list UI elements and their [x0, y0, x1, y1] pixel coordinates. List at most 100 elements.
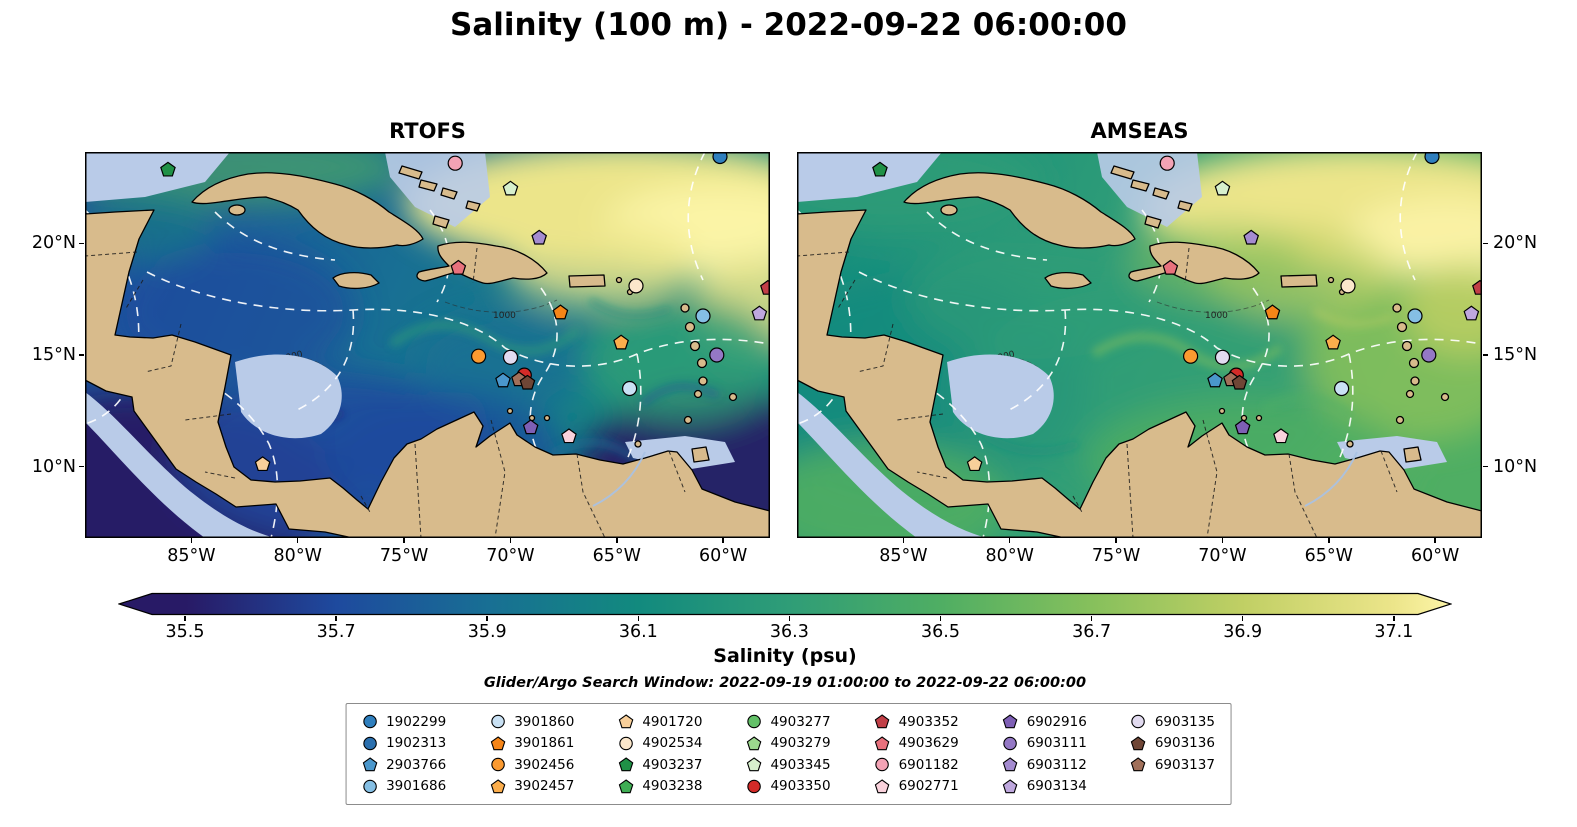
y-tick-label: 20°N — [1493, 233, 1538, 254]
x-axis-tick — [1434, 538, 1436, 543]
legend-label: 3902456 — [514, 756, 575, 773]
float-marker-4901720 — [254, 456, 271, 472]
colorbar-tick — [1090, 616, 1093, 621]
float-marker-6903136 — [1231, 374, 1248, 390]
amseas-map-panel: 1000 1000 — [797, 152, 1482, 538]
colorbar-tick-label: 35.5 — [165, 622, 205, 642]
float-marker-6901182 — [447, 155, 463, 171]
pentagon-marker-icon — [1131, 757, 1146, 772]
legend-entry: 2903766 — [362, 757, 446, 773]
circle-marker-icon — [619, 736, 633, 750]
circle-marker-icon — [747, 779, 761, 793]
float-marker-4903345 — [1214, 180, 1231, 196]
legend-label: 2903766 — [386, 756, 447, 773]
y-axis-tick — [1483, 465, 1488, 468]
x-tick-label: 60°W — [699, 546, 748, 566]
panel-title-amseas: AMSEAS — [1090, 119, 1189, 143]
legend-entry: 4903277 — [746, 713, 831, 730]
float-marker-6903134 — [751, 305, 768, 321]
legend-label: 6902771 — [898, 778, 959, 795]
float-marker-6903135 — [502, 349, 519, 365]
float-marker-1902299 — [1424, 152, 1440, 165]
float-marker-2903766 — [1207, 372, 1223, 388]
legend-label: 6903111 — [1026, 735, 1087, 752]
x-axis-tick — [902, 538, 905, 543]
float-marker-6903111 — [1421, 347, 1437, 363]
x-axis-tick — [616, 538, 618, 543]
legend-entry: 6903136 — [1131, 735, 1215, 751]
circle-marker-icon — [362, 736, 377, 750]
float-marker-4902534 — [628, 278, 644, 294]
y-tick-label: 20°N — [31, 233, 76, 254]
colorbar-tick — [939, 616, 942, 621]
colorbar-tick — [486, 616, 488, 621]
legend-entry: 4903279 — [746, 735, 831, 752]
legend-label: 3902457 — [514, 778, 575, 795]
legend-entry: 3901860 — [490, 714, 574, 730]
float-marker-3901860 — [621, 380, 638, 397]
legend-entry: 6902771 — [874, 778, 959, 795]
pentagon-marker-icon — [746, 736, 762, 750]
svg-text:1000: 1000 — [493, 311, 516, 321]
platform-legend: 1902299 1902313 2903766 3901686 3901860 39018… — [345, 703, 1232, 805]
x-axis-tick — [1008, 538, 1011, 543]
float-markers-layer — [872, 152, 1482, 472]
y-tick-label: 10°N — [1493, 456, 1538, 477]
float-marker-6902916 — [522, 419, 539, 435]
pentagon-marker-icon — [874, 736, 890, 750]
x-tick-label: 70°W — [1198, 546, 1247, 566]
float-marker-4903345 — [502, 180, 519, 196]
legend-entry: 1902299 — [362, 714, 446, 730]
x-tick-label: 60°W — [1411, 546, 1460, 566]
y-axis-tick — [79, 354, 84, 356]
legend-entry: 4903629 — [874, 735, 959, 751]
colorbar-tick-label: 37.1 — [1374, 622, 1414, 642]
legend-label: 4902534 — [642, 735, 703, 752]
legend-entry: 1902313 — [362, 735, 446, 751]
colorbar-tick-label: 35.9 — [467, 622, 507, 642]
circle-marker-icon — [362, 715, 377, 729]
legend-label: 6902916 — [1026, 713, 1087, 730]
y-axis-tick — [79, 465, 84, 468]
pentagon-marker-icon — [618, 757, 634, 772]
y-tick-label: 15°N — [1493, 345, 1538, 366]
x-tick-label: 75°W — [379, 546, 429, 566]
float-marker-6903111 — [709, 347, 725, 363]
figure-title: Salinity (100 m) - 2022-09-22 06:00:00 — [450, 7, 1127, 43]
legend-label: 4903345 — [770, 756, 831, 773]
pentagon-marker-icon — [490, 736, 505, 750]
x-tick-label: 70°W — [486, 546, 535, 566]
pentagon-marker-icon — [1002, 779, 1018, 793]
x-tick-label: 65°W — [592, 546, 641, 566]
float-marker-3901860 — [1333, 380, 1350, 397]
legend-entry: 4903238 — [618, 778, 702, 794]
legend-label: 4903350 — [770, 778, 831, 795]
float-marker-4903352 — [1472, 279, 1482, 295]
legend-entry: 6903135 — [1131, 714, 1215, 730]
float-marker-4903629 — [450, 259, 467, 275]
legend-entry: 3901861 — [490, 735, 574, 751]
circle-marker-icon — [1131, 715, 1146, 729]
legend-label: 4903352 — [898, 713, 959, 730]
float-marker-6902771 — [561, 428, 577, 444]
pentagon-marker-icon — [746, 757, 762, 772]
x-axis-tick — [722, 538, 724, 543]
colorbar-tick-label: 36.9 — [1223, 622, 1263, 642]
panel-title-rtofs: RTOFS — [389, 119, 466, 143]
float-marker-4902534 — [1340, 278, 1356, 294]
float-marker-4903629 — [1162, 259, 1179, 275]
x-axis-tick — [1328, 538, 1330, 543]
legend-label: 3901861 — [514, 735, 575, 752]
legend-label: 4903277 — [770, 713, 831, 730]
float-marker-3902457 — [1325, 334, 1341, 350]
x-tick-label: 85°W — [167, 546, 216, 566]
legend-entry: 6901182 — [875, 757, 959, 773]
colorbar-tick-label: 35.7 — [316, 622, 356, 642]
float-marker-3901686 — [1407, 308, 1423, 324]
y-tick-label: 10°N — [31, 456, 76, 477]
circle-marker-icon — [1003, 736, 1017, 750]
legend-entry: 3901686 — [362, 778, 446, 794]
legend-label: 4903279 — [770, 735, 831, 752]
legend-label: 3901686 — [386, 778, 447, 795]
y-axis-tick — [79, 242, 84, 245]
